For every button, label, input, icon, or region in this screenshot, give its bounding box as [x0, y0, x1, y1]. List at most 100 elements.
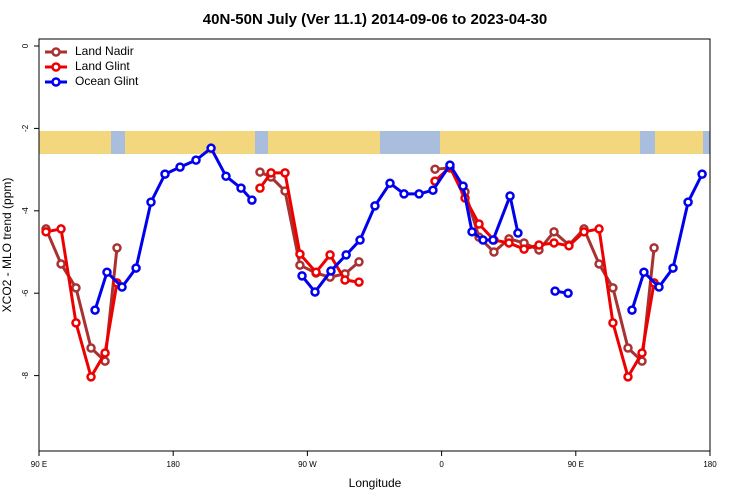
point [608, 283, 618, 293]
point [206, 143, 216, 153]
point [311, 267, 321, 277]
point [549, 227, 559, 237]
point [86, 343, 96, 353]
map-strip [39, 131, 710, 154]
legend-marker [51, 62, 61, 72]
point [131, 263, 141, 273]
y-tick-label: -2 [21, 124, 30, 132]
point [247, 195, 257, 205]
point [266, 168, 276, 178]
chart-title: 40N-50N July (Ver 11.1) 2014-09-06 to 20… [203, 11, 547, 28]
point [668, 263, 678, 273]
point [56, 259, 66, 269]
point [325, 250, 335, 260]
point [623, 372, 633, 382]
point [370, 201, 380, 211]
point [41, 227, 51, 237]
point [637, 348, 647, 358]
point [71, 318, 81, 328]
legend-label: Land Glint [75, 59, 130, 73]
point [175, 162, 185, 172]
point [221, 171, 231, 181]
point [255, 183, 265, 193]
y-tick-label: -6 [21, 289, 30, 297]
point [467, 227, 477, 237]
point [563, 288, 573, 298]
point [594, 224, 604, 234]
x-tick-label: 90 W [298, 460, 317, 469]
point [340, 275, 350, 285]
plot-frame [38, 38, 711, 452]
point [474, 219, 484, 229]
x-axis-label: Longitude [349, 476, 402, 490]
point [71, 283, 81, 293]
map-land [268, 131, 380, 154]
x-tick-label: 0 [439, 460, 444, 469]
point [341, 250, 351, 260]
point [236, 183, 246, 193]
point [505, 191, 515, 201]
point [160, 169, 170, 179]
point [639, 267, 649, 277]
map-land [655, 131, 703, 154]
point [623, 343, 633, 353]
point [649, 243, 659, 253]
x-tick-label: 180 [167, 460, 181, 469]
point [488, 235, 498, 245]
point [86, 372, 96, 382]
point [550, 286, 560, 296]
point [354, 277, 364, 287]
point [594, 259, 604, 269]
point [478, 235, 488, 245]
point [564, 241, 574, 251]
point [534, 240, 544, 250]
point [280, 168, 290, 178]
point [310, 287, 320, 297]
x-tick-label: 180 [703, 460, 717, 469]
map-land [39, 131, 111, 154]
point [146, 197, 156, 207]
point [399, 189, 409, 199]
point [295, 249, 305, 259]
point [683, 197, 693, 207]
point [627, 305, 637, 315]
x-tick-label: 90 E [568, 460, 584, 469]
point [90, 305, 100, 315]
point [102, 267, 112, 277]
legend-marker [51, 47, 61, 57]
y-tick-label: -8 [21, 372, 30, 380]
point [519, 244, 529, 254]
point [295, 260, 305, 270]
legend-marker [51, 77, 61, 87]
point [385, 178, 395, 188]
point [117, 282, 127, 292]
point [255, 167, 265, 177]
point [513, 228, 523, 238]
point [428, 185, 438, 195]
point [191, 155, 201, 165]
point [654, 282, 664, 292]
y-tick-label: 0 [21, 43, 30, 48]
point [549, 238, 559, 248]
map-land [440, 131, 640, 154]
point [579, 227, 589, 237]
point [326, 266, 336, 276]
x-tick-label: 90 E [31, 460, 47, 469]
map-land [125, 131, 255, 154]
point [697, 169, 707, 179]
point [458, 181, 468, 191]
point [489, 247, 499, 257]
y-axis-label: XCO2 - MLO trend (ppm) [0, 178, 14, 313]
point [414, 189, 424, 199]
legend-label: Ocean Glint [75, 74, 139, 88]
point [100, 348, 110, 358]
point [297, 271, 307, 281]
point [430, 164, 440, 174]
point [355, 235, 365, 245]
point [445, 160, 455, 170]
legend-label: Land Nadir [75, 44, 134, 58]
y-tick-label: -4 [21, 207, 30, 215]
point [112, 243, 122, 253]
point [354, 257, 364, 267]
